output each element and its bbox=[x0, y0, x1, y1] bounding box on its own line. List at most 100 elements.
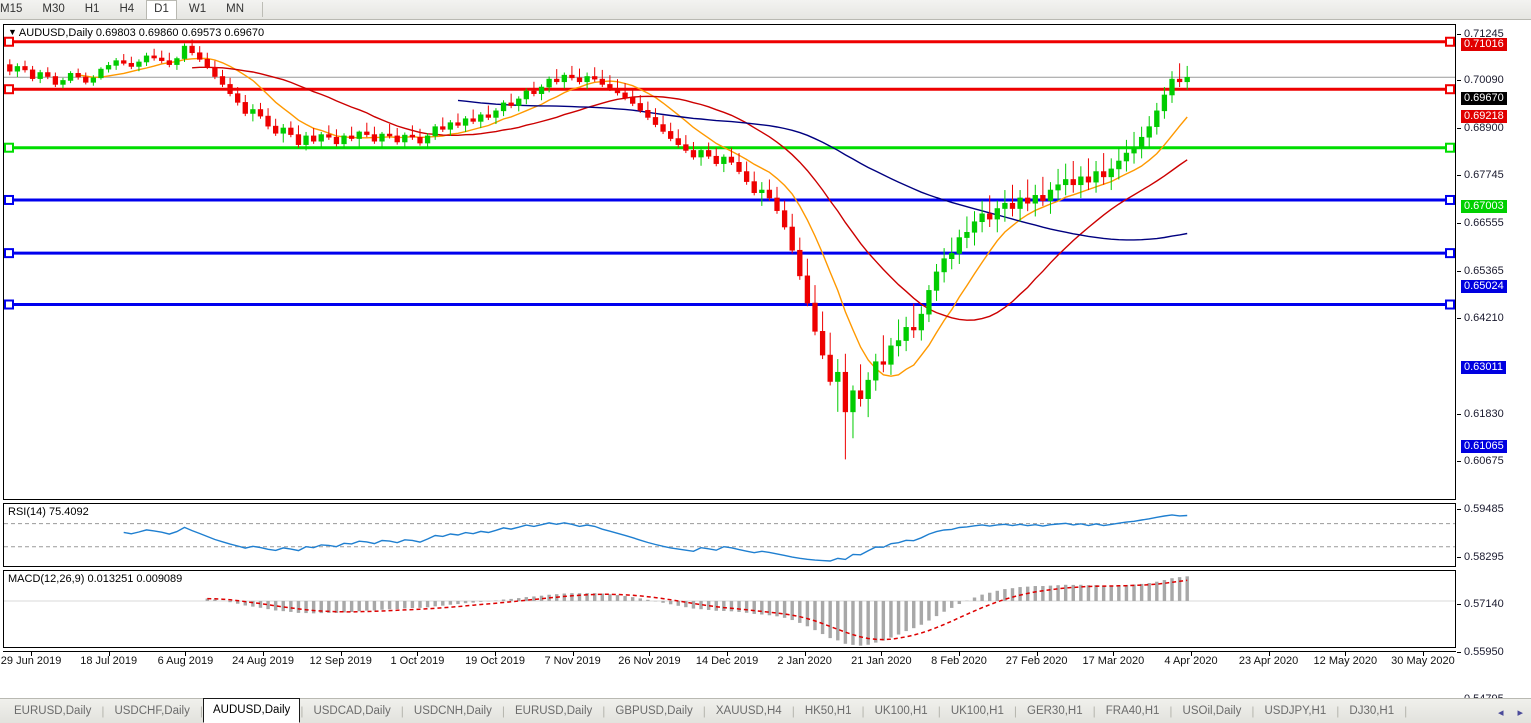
candle-body bbox=[759, 189, 765, 193]
candle-body bbox=[295, 134, 302, 145]
candle-body bbox=[341, 135, 347, 145]
candle-body bbox=[235, 93, 241, 103]
candle-body bbox=[1078, 176, 1084, 186]
axis-tick-mark bbox=[1457, 460, 1461, 462]
candle-body bbox=[918, 313, 924, 331]
candle-body bbox=[14, 66, 21, 72]
chart-tab-eurusd-daily[interactable]: EURUSD,Daily bbox=[14, 705, 92, 717]
candle-body bbox=[364, 131, 370, 135]
date-tick-mark bbox=[495, 652, 497, 656]
candle-body bbox=[333, 136, 340, 145]
candle-body bbox=[926, 290, 932, 315]
macd-indicator-panel[interactable]: MACD(12,26,9) 0.013251 0.009089 bbox=[3, 570, 1456, 648]
candle-body bbox=[227, 84, 233, 94]
tab-separator: | bbox=[1336, 704, 1340, 718]
candle-body bbox=[637, 103, 643, 111]
chart-tab-usoil-daily[interactable]: USOil,Daily bbox=[1182, 705, 1242, 717]
candle-body bbox=[371, 134, 378, 142]
level-handle bbox=[1445, 248, 1455, 259]
price-level-label[interactable]: 0.61065 bbox=[1461, 440, 1507, 453]
chart-tab-usdjpy-h1[interactable]: USDJPY,H1 bbox=[1264, 705, 1327, 717]
chart-tab-fra40-h1[interactable]: FRA40,H1 bbox=[1105, 705, 1160, 717]
candle-body bbox=[189, 45, 195, 54]
candle-body bbox=[151, 55, 157, 59]
date-axis-label: 29 Jun 2019 bbox=[0, 655, 62, 667]
chart-tabs-bar: EURUSD,Daily | USDCHF,Daily | AUDUSD,Daily | U… bbox=[0, 698, 1531, 723]
price-level-label[interactable]: 0.69218 bbox=[1461, 110, 1507, 123]
price-chart-panel[interactable]: ▼ AUDUSD,Daily 0.69803 0.69860 0.69573 0.… bbox=[3, 24, 1456, 500]
candle-body bbox=[1108, 168, 1114, 178]
price-level-label[interactable]: 0.63011 bbox=[1461, 361, 1506, 374]
axis-tick-mark bbox=[1457, 79, 1461, 81]
candle-body bbox=[440, 126, 446, 130]
tab-scroll-right-icon[interactable]: ▸ bbox=[1517, 707, 1523, 719]
price-axis-tick: 0.58295 bbox=[1457, 552, 1504, 563]
price-axis-tick: 0.64210 bbox=[1457, 313, 1504, 324]
date-axis-label: 8 Feb 2020 bbox=[931, 655, 987, 667]
timeframe-button-m30[interactable]: M30 bbox=[42, 2, 65, 15]
candle-body bbox=[60, 80, 66, 85]
chart-tab-uk100-h1[interactable]: UK100,H1 bbox=[874, 705, 928, 717]
axis-tick-mark bbox=[1457, 317, 1461, 319]
candle-body bbox=[83, 76, 89, 83]
price-level-label[interactable]: 0.71016 bbox=[1461, 38, 1507, 51]
timeframe-button-h1[interactable]: H1 bbox=[84, 2, 100, 15]
candle-body bbox=[819, 331, 826, 356]
tab-scroll-left-icon[interactable]: ◂ bbox=[1497, 707, 1504, 719]
date-tick-mark bbox=[1190, 652, 1192, 656]
candle-body bbox=[45, 72, 51, 77]
level-handle bbox=[1445, 36, 1455, 47]
timeframe-button-m15[interactable]: M15 bbox=[0, 2, 23, 15]
tab-separator: | bbox=[602, 704, 606, 718]
tab-separator: | bbox=[791, 704, 795, 718]
timeframe-button-w1[interactable]: W1 bbox=[188, 2, 207, 15]
chart-tab-ger30-h1[interactable]: GER30,H1 bbox=[1027, 705, 1083, 717]
axis-tick-mark bbox=[1457, 651, 1461, 653]
candle-body bbox=[789, 226, 795, 251]
chart-tab-usdcnh-daily[interactable]: USDCNH,Daily bbox=[413, 705, 492, 717]
candle-body bbox=[561, 74, 567, 83]
chart-tab-gbpusd-daily[interactable]: GBPUSD,Daily bbox=[615, 705, 693, 717]
tab-separator: | bbox=[101, 704, 105, 718]
candle-body bbox=[424, 135, 431, 144]
chart-tab-audusd-daily[interactable]: AUDUSD,Daily bbox=[202, 698, 301, 723]
date-tick-mark bbox=[804, 652, 806, 656]
chart-tab-uk100-h1[interactable]: UK100,H1 bbox=[950, 705, 1004, 717]
timeframe-button-mn[interactable]: MN bbox=[226, 2, 244, 15]
price-scale-axis[interactable]: 0.71245 0.71016 0.70090 0.69670 0.69218 0.689… bbox=[1457, 24, 1531, 705]
date-tick-mark bbox=[417, 652, 419, 656]
chart-tab-eurusd-daily[interactable]: EURUSD,Daily bbox=[514, 705, 593, 717]
date-axis-label: 6 Aug 2019 bbox=[157, 655, 214, 667]
candle-body bbox=[751, 181, 757, 193]
candle-body bbox=[257, 109, 264, 117]
candle-body bbox=[774, 197, 780, 211]
axis-tick-mark bbox=[1457, 174, 1461, 176]
candle-body bbox=[143, 55, 150, 63]
candle-body bbox=[1002, 202, 1008, 209]
price-level-label[interactable]: 0.65024 bbox=[1461, 280, 1507, 293]
chart-tab-hk50-h1[interactable]: HK50,H1 bbox=[804, 705, 852, 717]
candle-body bbox=[98, 68, 104, 79]
tab-separator: | bbox=[1013, 704, 1017, 718]
timeframe-button-d1[interactable]: D1 bbox=[146, 0, 177, 20]
chart-tab-usdchf-daily[interactable]: USDCHF,Daily bbox=[114, 705, 190, 717]
macd-histogram bbox=[205, 576, 1189, 646]
candle-body bbox=[956, 237, 962, 254]
date-tick-mark bbox=[1113, 652, 1115, 656]
candle-body bbox=[971, 221, 978, 233]
price-axis-tick: 0.55950 bbox=[1457, 647, 1504, 658]
price-level-label[interactable]: 0.67003 bbox=[1461, 200, 1507, 213]
candle-body bbox=[181, 45, 188, 59]
rsi-indicator-panel[interactable]: RSI(14) 75.4092 bbox=[3, 503, 1456, 567]
chart-tab-dj30-h1[interactable]: DJ30,H1 bbox=[1349, 705, 1395, 717]
tab-navigation: ◂ ▸ bbox=[1490, 706, 1531, 723]
chart-tab-xauusd-h4[interactable]: XAUUSD,H4 bbox=[715, 705, 782, 717]
candle-body bbox=[386, 133, 393, 137]
price-level-label[interactable]: 0.69670 bbox=[1461, 92, 1507, 105]
candle-body bbox=[705, 150, 712, 157]
timeframe-button-h4[interactable]: H4 bbox=[119, 2, 135, 15]
price-axis-tick: 0.67745 bbox=[1457, 170, 1504, 181]
chart-tab-usdcad-daily[interactable]: USDCAD,Daily bbox=[313, 705, 391, 717]
candle-body bbox=[873, 361, 879, 381]
candle-body bbox=[812, 302, 818, 332]
